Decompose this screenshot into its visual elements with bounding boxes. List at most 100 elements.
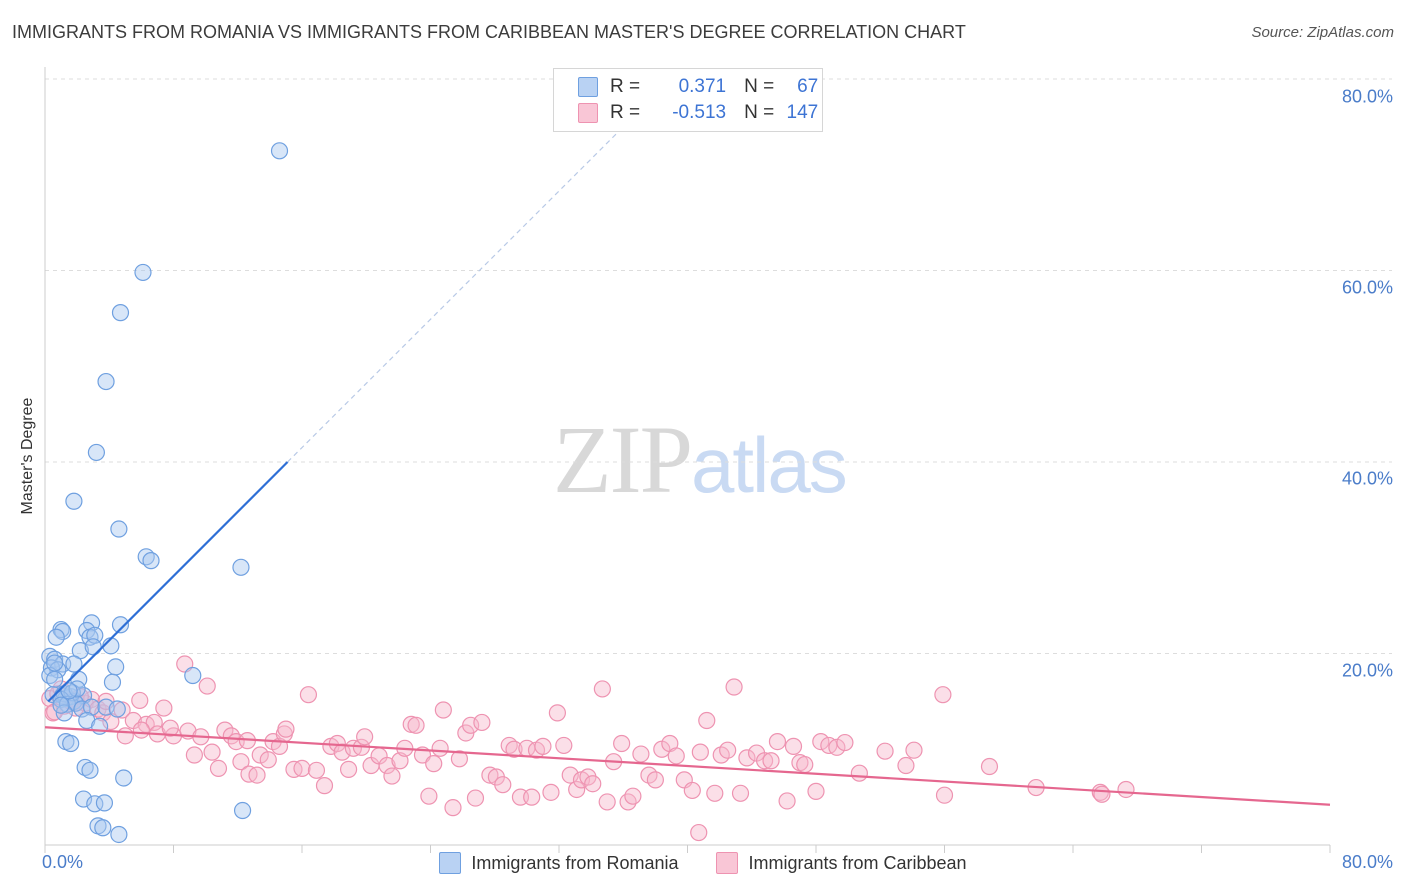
caribbean-point xyxy=(934,686,952,704)
caribbean-point xyxy=(548,704,566,722)
caribbean-point xyxy=(161,719,179,737)
caribbean-point xyxy=(828,738,846,756)
romania-point xyxy=(97,372,115,391)
romania-point xyxy=(115,769,133,787)
legend-caribbean-swatch xyxy=(716,852,739,874)
caribbean-point xyxy=(778,792,796,810)
caribbean-point xyxy=(796,755,814,774)
caribbean-point xyxy=(155,699,173,717)
series-legend: Immigrants from Romania Immigrants from … xyxy=(0,852,1406,874)
caribbean-point xyxy=(807,782,825,800)
romania-r-label: R = xyxy=(610,76,641,97)
romania-point xyxy=(111,616,130,634)
caribbean-point xyxy=(598,793,616,811)
caribbean-point xyxy=(494,776,512,794)
romania-point xyxy=(74,790,93,808)
romania-point xyxy=(107,658,125,676)
caribbean-point xyxy=(683,781,701,800)
caribbean-point xyxy=(407,716,425,734)
romania-point xyxy=(84,638,102,656)
romania-point xyxy=(95,794,114,812)
romania-point xyxy=(110,520,128,538)
caribbean-point xyxy=(378,756,396,775)
x-tick-max: 80.0% xyxy=(1341,852,1393,872)
romania-n-label: N = xyxy=(744,76,775,97)
caribbean-trend-line xyxy=(44,726,1331,806)
romania-point xyxy=(76,758,94,777)
chart-title: IMMIGRANTS FROM ROMANIA VS IMMIGRANTS FR… xyxy=(12,22,966,42)
romania-point xyxy=(233,801,252,820)
caribbean-point xyxy=(542,783,560,801)
caribbean-point xyxy=(232,753,250,771)
caribbean-point xyxy=(738,749,756,767)
caribbean-point xyxy=(755,752,774,770)
caribbean-point xyxy=(632,745,650,763)
caribbean-point xyxy=(523,788,541,806)
caribbean-point xyxy=(1117,780,1135,799)
caribbean-point xyxy=(505,740,523,758)
caribbean-point xyxy=(277,720,295,738)
romania-point xyxy=(60,682,78,700)
caribbean-point xyxy=(339,760,358,778)
caribbean-point xyxy=(593,680,611,698)
caribbean-point xyxy=(473,713,491,732)
caribbean-point xyxy=(935,786,954,804)
caribbean-swatch xyxy=(578,103,598,123)
y-tick-40: 40.0% xyxy=(1341,468,1393,489)
legend-caribbean-label: Immigrants from Caribbean xyxy=(748,852,967,873)
romania-point xyxy=(87,443,106,462)
caribbean-r-value: -0.513 xyxy=(672,102,727,123)
caribbean-point xyxy=(356,728,374,746)
legend-row-caribbean: R = -0.513 N = 147 xyxy=(578,101,818,125)
caribbean-n-label: N = xyxy=(744,102,775,123)
caribbean-point xyxy=(762,752,780,770)
caribbean-point xyxy=(203,743,221,761)
y-tick-60: 60.0% xyxy=(1341,277,1393,298)
romania-point xyxy=(65,655,83,673)
caribbean-point xyxy=(784,737,803,755)
y-tick-80: 80.0% xyxy=(1341,86,1393,107)
romania-point xyxy=(52,696,70,714)
romania-swatch xyxy=(578,77,598,97)
caribbean-point xyxy=(131,691,149,710)
caribbean-point xyxy=(812,732,830,751)
caribbean-point xyxy=(209,759,228,778)
caribbean-point xyxy=(555,736,573,755)
romania-point xyxy=(108,700,126,718)
caribbean-point xyxy=(251,746,269,764)
romania-point xyxy=(46,670,64,688)
romania-point xyxy=(110,825,128,844)
romania-point xyxy=(54,622,72,641)
caribbean-point xyxy=(691,743,709,761)
caribbean-point xyxy=(431,739,449,757)
caribbean-point xyxy=(706,784,724,802)
caribbean-point xyxy=(198,677,216,695)
y-tick-20: 20.0% xyxy=(1341,660,1393,681)
caribbean-point xyxy=(299,686,318,704)
legend-item-caribbean: Immigrants from Caribbean xyxy=(716,852,967,874)
caribbean-r-label: R = xyxy=(610,102,641,123)
caribbean-point xyxy=(624,787,642,805)
caribbean-point xyxy=(420,787,438,805)
caribbean-point xyxy=(836,733,854,752)
caribbean-point xyxy=(450,750,469,768)
caribbean-point xyxy=(116,727,134,745)
caribbean-point xyxy=(534,737,552,755)
romania-point xyxy=(142,552,160,570)
romania-point xyxy=(46,654,64,672)
romania-point xyxy=(134,263,152,282)
watermark-atlas: atlas xyxy=(691,421,848,509)
caribbean-point xyxy=(561,766,579,784)
caribbean-point xyxy=(897,756,915,775)
caribbean-point xyxy=(980,757,999,776)
caribbean-point xyxy=(905,741,923,759)
caribbean-point xyxy=(434,701,452,719)
caribbean-point xyxy=(584,775,602,793)
caribbean-point xyxy=(444,799,462,817)
caribbean-point xyxy=(462,716,480,734)
caribbean-point xyxy=(719,741,737,759)
romania-point xyxy=(184,666,202,685)
romania-point xyxy=(81,761,99,779)
romania-point xyxy=(103,673,122,691)
